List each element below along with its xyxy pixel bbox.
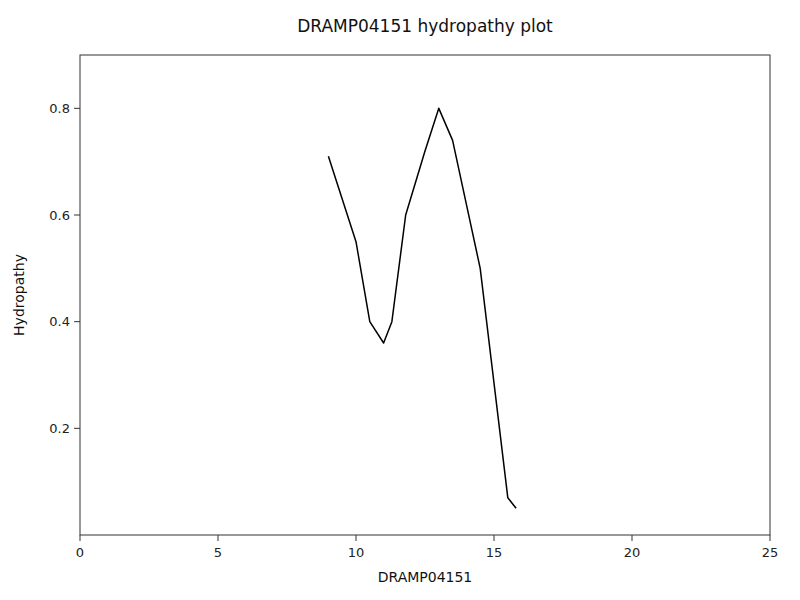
x-tick-label: 0 [76,545,84,560]
x-tick [80,535,81,541]
y-tick-label: 0.4 [49,314,70,329]
x-tick [356,535,357,541]
x-tick [632,535,633,541]
y-tick-label: 0.2 [49,421,70,436]
data-line [328,108,516,508]
x-tick-label: 20 [624,545,641,560]
x-tick [218,535,219,541]
y-tick-label: 0.6 [49,208,70,223]
y-tick [74,428,80,429]
x-axis-label: DRAMP04151 [378,569,473,585]
y-tick [74,215,80,216]
y-tick [74,108,80,109]
x-tick-label: 15 [486,545,503,560]
x-tick-label: 10 [348,545,365,560]
x-tick [494,535,495,541]
y-tick [74,321,80,322]
y-tick-label: 0.8 [49,101,70,116]
chart-container: 0 5 10 15 20 25 0.2 0.4 0.6 0.8 DRAMP04151 hydropa… [0,0,800,600]
plot-area [328,108,516,508]
x-tick-label: 5 [214,545,222,560]
y-axis-label: Hydropathy [11,254,27,336]
chart-svg: 0 5 10 15 20 25 0.2 0.4 0.6 0.8 DRAMP04151 hydropa… [0,0,800,600]
x-tick-label: 25 [762,545,779,560]
chart-title: DRAMP04151 hydropathy plot [297,16,553,36]
x-tick [770,535,771,541]
plot-frame [80,55,770,535]
